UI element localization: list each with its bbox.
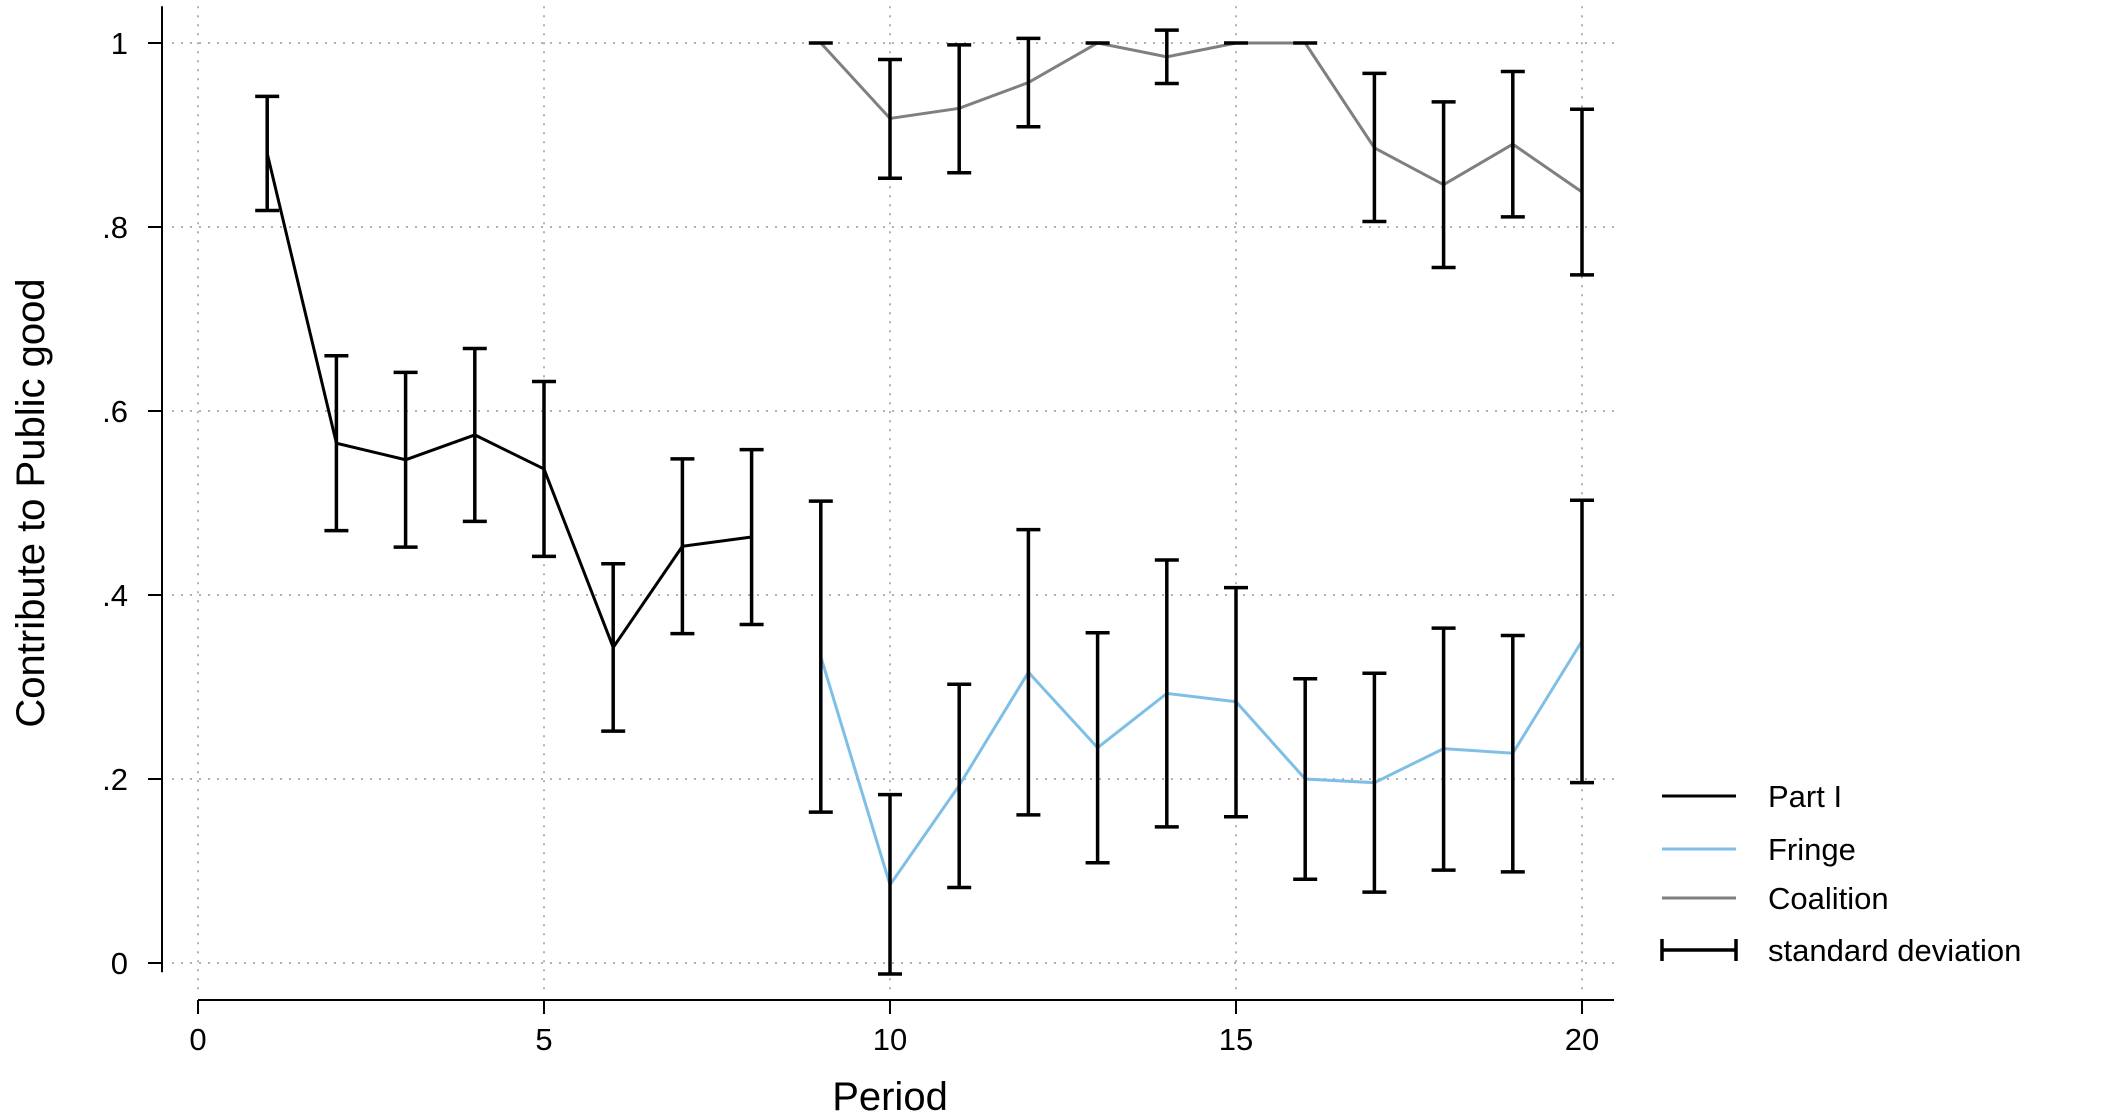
y-tick-label: .2 <box>102 762 128 797</box>
legend-label-standard-deviation: standard deviation <box>1768 933 2021 968</box>
y-tick-label: .8 <box>102 210 128 245</box>
axes <box>161 6 1614 1001</box>
errorbar-layer <box>255 28 1594 976</box>
series-line-part-i <box>265 153 752 651</box>
x-tick-label: 15 <box>1219 1022 1253 1057</box>
x-tick-label: 0 <box>189 1022 206 1057</box>
legend-label-fringe: Fringe <box>1768 832 1856 867</box>
x-ticks: 0 5 10 15 20 <box>189 1000 1599 1057</box>
y-tick-label: 1 <box>111 26 128 61</box>
legend-label-part-i: Part I <box>1768 779 1842 814</box>
x-tick-label: 20 <box>1565 1022 1599 1057</box>
y-tick-label: 0 <box>111 946 128 981</box>
grid <box>172 6 1614 990</box>
y-ticks: 0 .2 .4 .6 .8 1 <box>102 26 162 981</box>
x-axis-title: Period <box>832 1075 948 1119</box>
x-tick-label: 10 <box>873 1022 907 1057</box>
x-tick-label: 5 <box>535 1022 552 1057</box>
legend-label-coalition: Coalition <box>1768 881 1889 916</box>
series-line-coalition <box>819 41 1583 194</box>
series-layer <box>265 41 1584 889</box>
y-axis-title: Contribute to Public good <box>9 278 53 727</box>
y-tick-label: .6 <box>102 394 128 429</box>
y-tick-label: .4 <box>102 578 128 613</box>
legend: Part I Fringe Coalition standard deviation <box>1660 779 2021 968</box>
series-line-fringe <box>819 640 1584 889</box>
